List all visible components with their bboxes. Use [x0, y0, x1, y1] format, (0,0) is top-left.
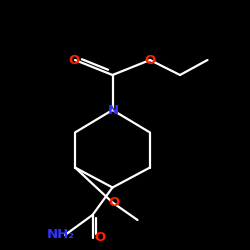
Text: O: O — [108, 196, 120, 209]
Text: NH₂: NH₂ — [47, 228, 75, 241]
Text: N: N — [108, 104, 119, 117]
Text: O: O — [94, 231, 106, 244]
Text: O: O — [144, 54, 156, 66]
Text: O: O — [68, 54, 80, 66]
